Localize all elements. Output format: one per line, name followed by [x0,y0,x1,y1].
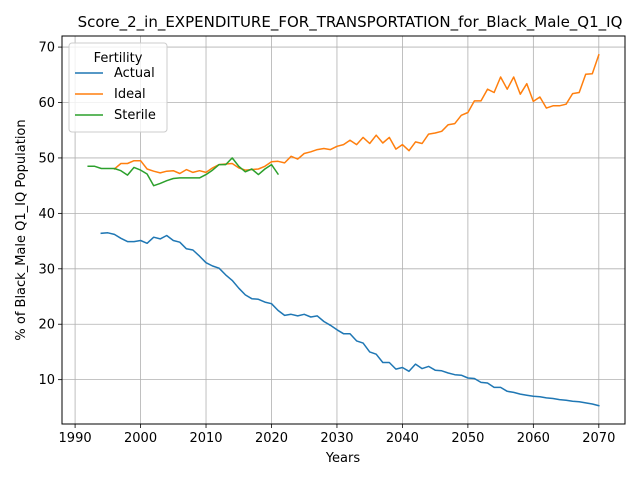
y-axis-label: % of Black_Male Q1_IQ Population [14,119,29,340]
y-tick-label: 70 [38,41,55,56]
x-tick-label: 2010 [189,431,222,446]
x-tick-label: 2030 [320,431,353,446]
y-tick-label: 60 [38,96,55,111]
y-tick-label: 50 [38,151,55,166]
x-tick-label: 2060 [517,431,550,446]
x-tick-label: 2000 [124,431,157,446]
legend-label-sterile: Sterile [114,108,156,123]
y-tick-label: 40 [38,207,55,222]
x-tick-label: 1990 [59,431,92,446]
legend-title: Fertility [94,51,143,66]
x-tick-label: 2070 [582,431,615,446]
chart-title: Score_2_in_EXPENDITURE_FOR_TRANSPORTATIO… [78,13,623,32]
y-tick-label: 30 [38,262,55,277]
x-axis-label: Years [325,451,361,466]
y-tick-label: 20 [38,318,55,333]
legend-label-ideal: Ideal [114,87,146,102]
x-tick-label: 2050 [451,431,484,446]
legend-label-actual: Actual [114,66,155,81]
x-tick-label: 2040 [386,431,419,446]
x-tick-label: 2020 [255,431,288,446]
y-tick-label: 10 [38,373,55,388]
legend: Fertility Actual Ideal Sterile [69,43,167,132]
